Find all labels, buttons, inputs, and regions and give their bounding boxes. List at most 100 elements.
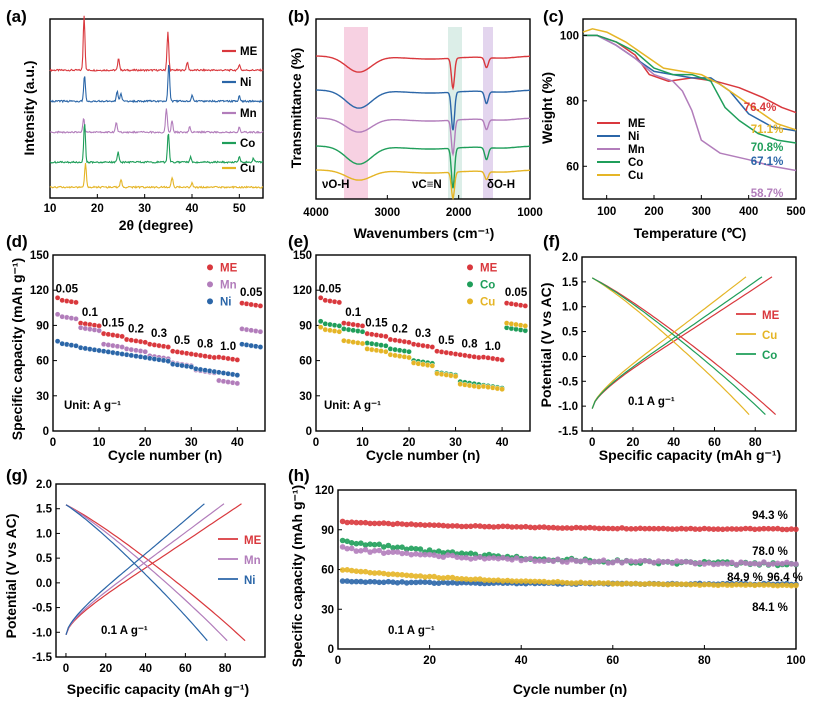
cycle-point-cu <box>655 581 662 587</box>
cycle-point-mn <box>738 559 744 565</box>
cycle-point-mn <box>587 559 593 566</box>
cycle-point-ni <box>344 578 351 584</box>
rate-point-mn <box>68 315 75 321</box>
rate-point-me <box>179 349 185 356</box>
cycle-point-mn <box>367 549 373 555</box>
rate-point-mn <box>123 346 130 352</box>
cycle-point-me <box>385 520 392 527</box>
cycle-point-me <box>527 524 534 531</box>
rate-point-mn <box>128 346 135 353</box>
cycle-point-mn <box>628 558 634 564</box>
panel-e-xtick-label: 0 <box>313 437 319 449</box>
rate-point-mn <box>59 313 66 320</box>
cycle-point-mn <box>784 559 790 566</box>
rate-point-ni <box>119 351 125 357</box>
cycle-point-cu <box>381 570 387 577</box>
rate-label: 0.05 <box>56 284 79 296</box>
rate-label: 0.05 <box>319 284 342 296</box>
rate-point-cu <box>336 328 343 335</box>
panel-f-ytick-label: 1.0 <box>562 302 578 314</box>
legend-label-co: Co <box>480 279 495 291</box>
rate-point-me <box>517 302 524 309</box>
discharge-curve-mn <box>65 504 228 642</box>
panel-e-xtick-label: 40 <box>496 437 509 449</box>
rate-point-me <box>87 321 93 328</box>
cycle-point-cu <box>495 577 502 583</box>
rate-point-cu <box>359 340 366 347</box>
rate-point-me <box>160 343 167 350</box>
panel-h-xtick-label: 40 <box>515 655 528 667</box>
rate-point-mn <box>216 377 222 384</box>
cycle-point-cu <box>555 578 561 585</box>
cycle-point-cu <box>440 575 447 581</box>
cycle-point-me <box>591 525 598 531</box>
rate-point-ni <box>193 365 199 372</box>
cycle-point-cu <box>458 576 465 582</box>
cycle-point-cu <box>674 581 680 588</box>
cycle-point-cu <box>610 581 616 587</box>
cycle-point-mn <box>655 558 662 564</box>
rate-point-co <box>508 325 515 332</box>
rate-point-ni <box>128 352 135 359</box>
rate-point-cu <box>513 321 519 328</box>
cycle-point-cu <box>358 568 364 575</box>
cycle-point-cu <box>536 578 543 585</box>
cycle-point-cu <box>550 579 557 585</box>
rate-point-cu <box>368 346 375 353</box>
rate-label: 0.15 <box>365 318 388 330</box>
cycle-point-me <box>729 526 735 532</box>
rate-point-co <box>406 348 412 355</box>
cycle-point-mn <box>568 557 575 563</box>
rate-point-me <box>429 344 436 350</box>
oh-stretch-band <box>344 27 368 199</box>
cycle-point-me <box>687 525 694 532</box>
panel-b-frame <box>315 18 531 200</box>
cycle-point-mn <box>683 559 689 565</box>
cycle-point-me <box>587 524 593 531</box>
panel-a-xtick-label: 30 <box>138 203 151 215</box>
rate-point-ni <box>133 353 139 359</box>
cycle-point-me <box>706 526 712 532</box>
panel-e-ytick-label: 150 <box>293 250 312 262</box>
rate-point-cu <box>466 382 473 389</box>
rate-point-cu <box>517 322 524 329</box>
cycle-point-me <box>353 519 360 526</box>
charge-curve-me <box>65 503 242 636</box>
rate-point-cu <box>420 361 426 368</box>
rate-point-mn <box>239 326 245 332</box>
rate-point-co <box>322 320 329 327</box>
cycle-point-mn <box>463 554 470 561</box>
panel-d-ytick-label: 0 <box>43 426 49 438</box>
rate-point-me <box>466 353 473 359</box>
cycle-point-cu <box>339 567 346 573</box>
cycle-point-me <box>678 525 685 532</box>
cycle-point-cu <box>596 580 602 586</box>
cn-stretch-annotation: νC≡N <box>412 179 442 191</box>
cycle-point-me <box>422 522 428 528</box>
rate-point-mn <box>105 342 112 348</box>
cycle-point-mn <box>381 550 387 556</box>
legend-label-me: ME <box>762 310 780 322</box>
cycle-point-mn <box>710 561 717 568</box>
cycle-point-me <box>463 523 470 530</box>
cycle-point-me <box>564 525 570 531</box>
rate-point-me <box>331 298 338 305</box>
panel-b-ylabel: Transmittance (%) <box>288 48 304 169</box>
panel-e-label: (e) <box>288 232 309 251</box>
panel-d-xtick-label: 20 <box>139 437 152 449</box>
cycle-point-cu <box>490 577 497 584</box>
rate-point-mn <box>77 324 84 331</box>
panel-g-ytick-label: 1.0 <box>36 528 52 540</box>
cycle-point-cu <box>408 572 415 579</box>
rate-point-me <box>169 348 176 355</box>
cycle-point-me <box>614 525 621 532</box>
panel-e-xlabel: Cycle number (n) <box>366 447 480 463</box>
cycle-point-cu <box>431 573 438 580</box>
rate-point-me <box>123 336 130 343</box>
rate-point-me <box>452 351 459 357</box>
rate-point-me <box>105 331 112 338</box>
cycle-point-ni <box>362 579 369 585</box>
panel-g-xlabel: Specific capacity (mAh g⁻¹) <box>67 681 249 697</box>
cycle-point-ni <box>477 580 483 587</box>
cycle-point-me <box>545 524 552 531</box>
